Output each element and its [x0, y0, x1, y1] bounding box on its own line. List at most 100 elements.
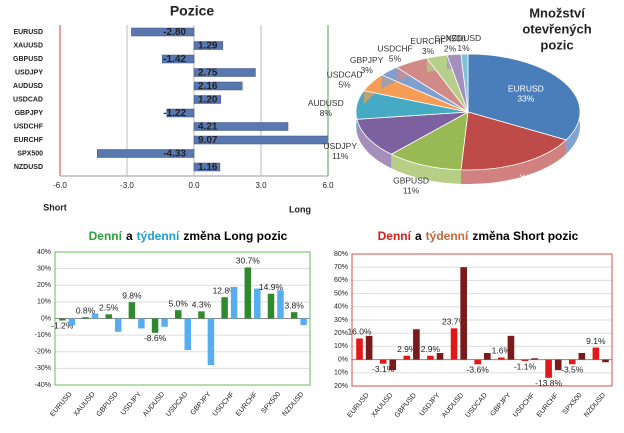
bar [578, 353, 586, 360]
bar [97, 149, 195, 158]
x-tick-label: EURUSD [49, 391, 73, 418]
annotation: Long [289, 204, 311, 214]
bar [379, 359, 387, 364]
bar [193, 68, 256, 77]
value-label: -4.33 [163, 149, 186, 160]
pie-slice [467, 53, 581, 141]
y-tick-label: EURCHF [14, 137, 44, 144]
bar [436, 353, 444, 360]
bar [254, 288, 261, 319]
bar [184, 318, 191, 351]
y-tick-label: 10% [37, 299, 51, 306]
bar [460, 267, 467, 360]
title-part: změna Long pozic [183, 229, 287, 243]
chart-title: pozic [540, 37, 573, 52]
y-tick-label: GBPJPY [15, 110, 44, 117]
bar [151, 318, 159, 333]
x-tick-label: GBPJPY [190, 391, 213, 417]
value-label: 2.9% [397, 344, 417, 354]
chart-title: otevřených [522, 21, 591, 36]
bars [97, 27, 328, 172]
bar [521, 359, 529, 362]
pie-value-label: 3% [360, 65, 373, 75]
bar [161, 318, 168, 327]
x-tick-label: AUDUSD [441, 392, 465, 419]
x-tick-label: AUDUSD [142, 391, 166, 418]
y-tick-label: -30% [35, 365, 51, 372]
value-label: -1.42 [163, 54, 186, 65]
bar [166, 108, 195, 118]
x-tick-label: USDCAD [465, 392, 489, 419]
value-label: 14.9% [259, 282, 284, 292]
bar [554, 359, 562, 371]
y-tick-label: 30% [334, 317, 348, 324]
bar [91, 313, 99, 319]
y-tick-label: EURUSD [13, 29, 43, 36]
bar [193, 41, 224, 50]
pie-label: GBPJPY [350, 55, 384, 65]
pie-label: USDCAD [327, 69, 363, 79]
value-label: 0.8% [76, 305, 96, 315]
title-part: změna Short pozic [472, 229, 578, 243]
pie-value-label: 3% [422, 46, 435, 56]
value-label: 1.16 [198, 162, 218, 173]
bar [403, 355, 411, 360]
value-label: 2.5% [99, 303, 119, 313]
pie-label: GBPUSD [393, 175, 429, 185]
title-part: a [126, 229, 133, 243]
bar [105, 314, 112, 319]
bar [68, 318, 76, 326]
bar [193, 95, 222, 104]
y-tick-label: SPX500 [17, 150, 43, 157]
chart-title: Pozice [170, 3, 215, 19]
pie-slice [356, 111, 469, 155]
pie-slice-side [460, 139, 567, 184]
value-label: 2.9% [421, 344, 441, 354]
bar [484, 353, 491, 360]
value-label: 1.6% [492, 346, 512, 356]
x-tick-label: EURUSD [346, 392, 370, 419]
bar [365, 335, 373, 360]
x-tick-label: USDJPY [120, 391, 143, 417]
y-tick-label: USDJPY [15, 69, 43, 76]
y-tick-label: XAUUSD [13, 42, 43, 49]
bar [545, 359, 552, 378]
y-tick-label: -10% [35, 332, 51, 339]
y-tick-label: GBPUSD [13, 56, 43, 63]
value-label: 16.0% [347, 327, 372, 337]
bar [59, 318, 66, 321]
bar [162, 54, 195, 64]
bar [82, 317, 89, 319]
value-label: 9.07 [198, 135, 218, 146]
bar [602, 359, 609, 363]
plot-frame [351, 253, 613, 387]
y-tick-label: USDCAD [13, 96, 43, 103]
x-tick-label: USDJPY [419, 392, 442, 418]
bar [230, 286, 238, 319]
x-tick-label: 6.0 [322, 181, 334, 190]
value-label: -2.80 [163, 27, 186, 38]
title-part: a [415, 229, 422, 243]
pie-label: EURUSD [508, 84, 544, 94]
value-label: 23.7% [442, 317, 467, 327]
x-tick-label: NZDUSD [583, 392, 607, 419]
bar [568, 359, 576, 365]
x-tick-label: USDCHF [212, 391, 236, 418]
chart-title: Denní a týdenní změna Short pozic [378, 229, 579, 243]
bar [193, 162, 221, 172]
bar [592, 347, 600, 360]
bar [507, 335, 515, 360]
pie-label: AUDUSD [308, 98, 344, 108]
value-label: 5.0% [169, 298, 189, 308]
x-tick-label: GBPUSD [96, 391, 120, 418]
value-label: 4.3% [192, 300, 212, 310]
y-tick-label: 30% [37, 265, 51, 272]
bar [198, 311, 205, 319]
y-tick-label: NZDUSD [14, 164, 43, 171]
x-tick-label: SPX500 [562, 392, 584, 416]
annotation: Short [43, 202, 67, 212]
value-label: 4.21 [198, 122, 218, 133]
y-tick-label: 60% [334, 277, 348, 284]
x-tick-label: GBPUSD [394, 392, 418, 419]
